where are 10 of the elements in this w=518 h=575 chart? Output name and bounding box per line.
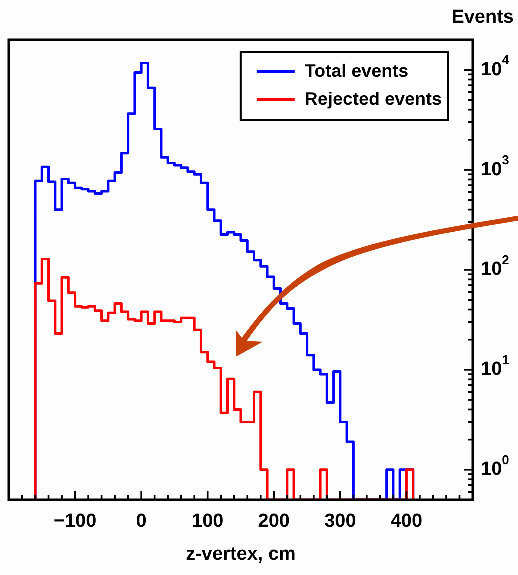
x-tick-label: 0 bbox=[136, 511, 147, 532]
legend-label: Rejected events bbox=[304, 88, 442, 109]
x-tick-label: 200 bbox=[258, 511, 290, 532]
y-axis-title: Events bbox=[452, 7, 514, 28]
x-tick-label: −100 bbox=[54, 511, 97, 532]
x-tick-label: 100 bbox=[192, 511, 224, 532]
x-axis-title: z-vertex, cm bbox=[186, 544, 296, 566]
x-tick-label: 300 bbox=[324, 511, 356, 532]
x-tick-label: 400 bbox=[390, 511, 423, 532]
legend-label: Total events bbox=[304, 60, 409, 81]
